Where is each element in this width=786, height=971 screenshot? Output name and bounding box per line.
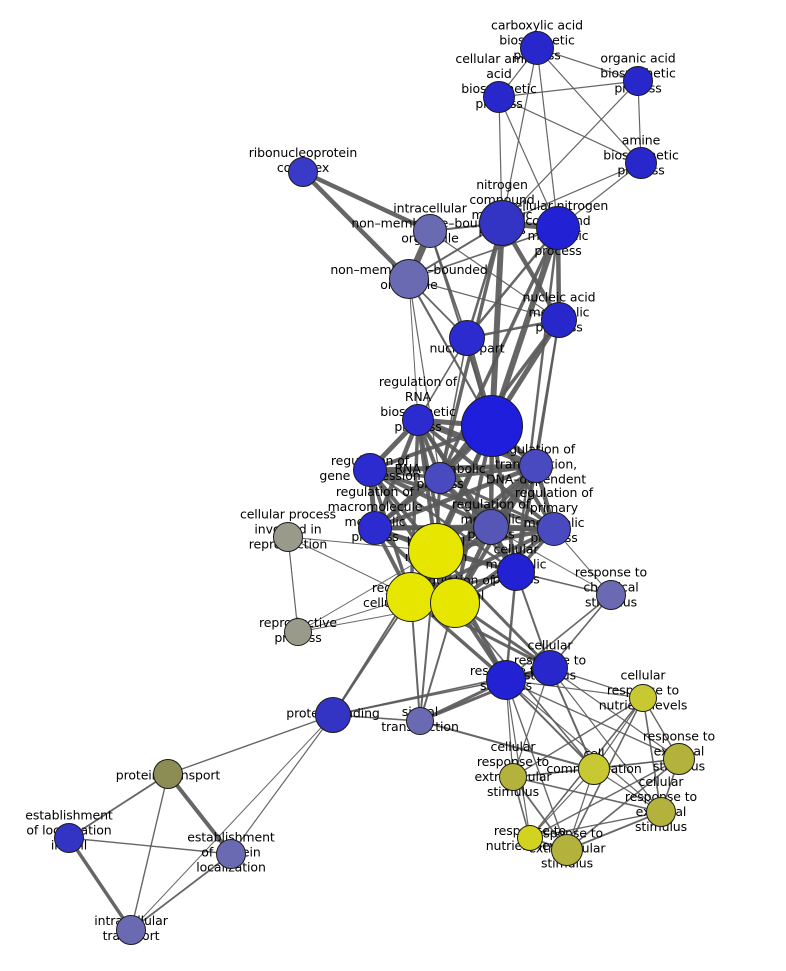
graph-node[interactable]: [625, 147, 657, 179]
graph-node[interactable]: [537, 512, 571, 546]
graph-node[interactable]: [353, 453, 387, 487]
graph-node[interactable]: [520, 31, 554, 65]
graph-node[interactable]: [517, 825, 543, 851]
graph-node[interactable]: [406, 707, 434, 735]
graph-node[interactable]: [541, 302, 577, 338]
graph-node[interactable]: [461, 395, 523, 457]
graph-node[interactable]: [483, 81, 515, 113]
graph-node[interactable]: [479, 200, 525, 246]
graph-node[interactable]: [116, 915, 146, 945]
graph-node[interactable]: [497, 553, 535, 591]
graph-node[interactable]: [273, 522, 303, 552]
graph-node[interactable]: [646, 797, 676, 827]
graph-node[interactable]: [449, 320, 485, 356]
graph-node[interactable]: [358, 511, 392, 545]
graph-node[interactable]: [596, 580, 626, 610]
node-label: establishment of localization in cell: [25, 807, 113, 853]
graph-node[interactable]: [315, 697, 351, 733]
graph-node[interactable]: [288, 157, 318, 187]
graph-node[interactable]: [389, 259, 429, 299]
graph-node[interactable]: [663, 743, 695, 775]
graph-node[interactable]: [386, 572, 436, 622]
graph-node[interactable]: [284, 618, 312, 646]
graph-node[interactable]: [578, 753, 610, 785]
graph-node[interactable]: [519, 449, 553, 483]
graph-node[interactable]: [54, 823, 84, 853]
graph-node[interactable]: [629, 684, 657, 712]
graph-node[interactable]: [486, 660, 526, 700]
graph-node[interactable]: [413, 214, 447, 248]
graph-node[interactable]: [153, 759, 183, 789]
graph-node[interactable]: [623, 66, 653, 96]
graph-node[interactable]: [536, 206, 580, 250]
graph-node[interactable]: [402, 404, 434, 436]
graph-node[interactable]: [551, 834, 583, 866]
graph-node[interactable]: [430, 578, 480, 628]
graph-node[interactable]: [216, 839, 246, 869]
graph-node[interactable]: [499, 763, 527, 791]
node-label: response to external stimulus: [642, 728, 716, 774]
graph-node[interactable]: [473, 509, 509, 545]
graph-node[interactable]: [424, 462, 456, 494]
graph-node[interactable]: [532, 650, 568, 686]
graph-node[interactable]: [408, 523, 464, 579]
